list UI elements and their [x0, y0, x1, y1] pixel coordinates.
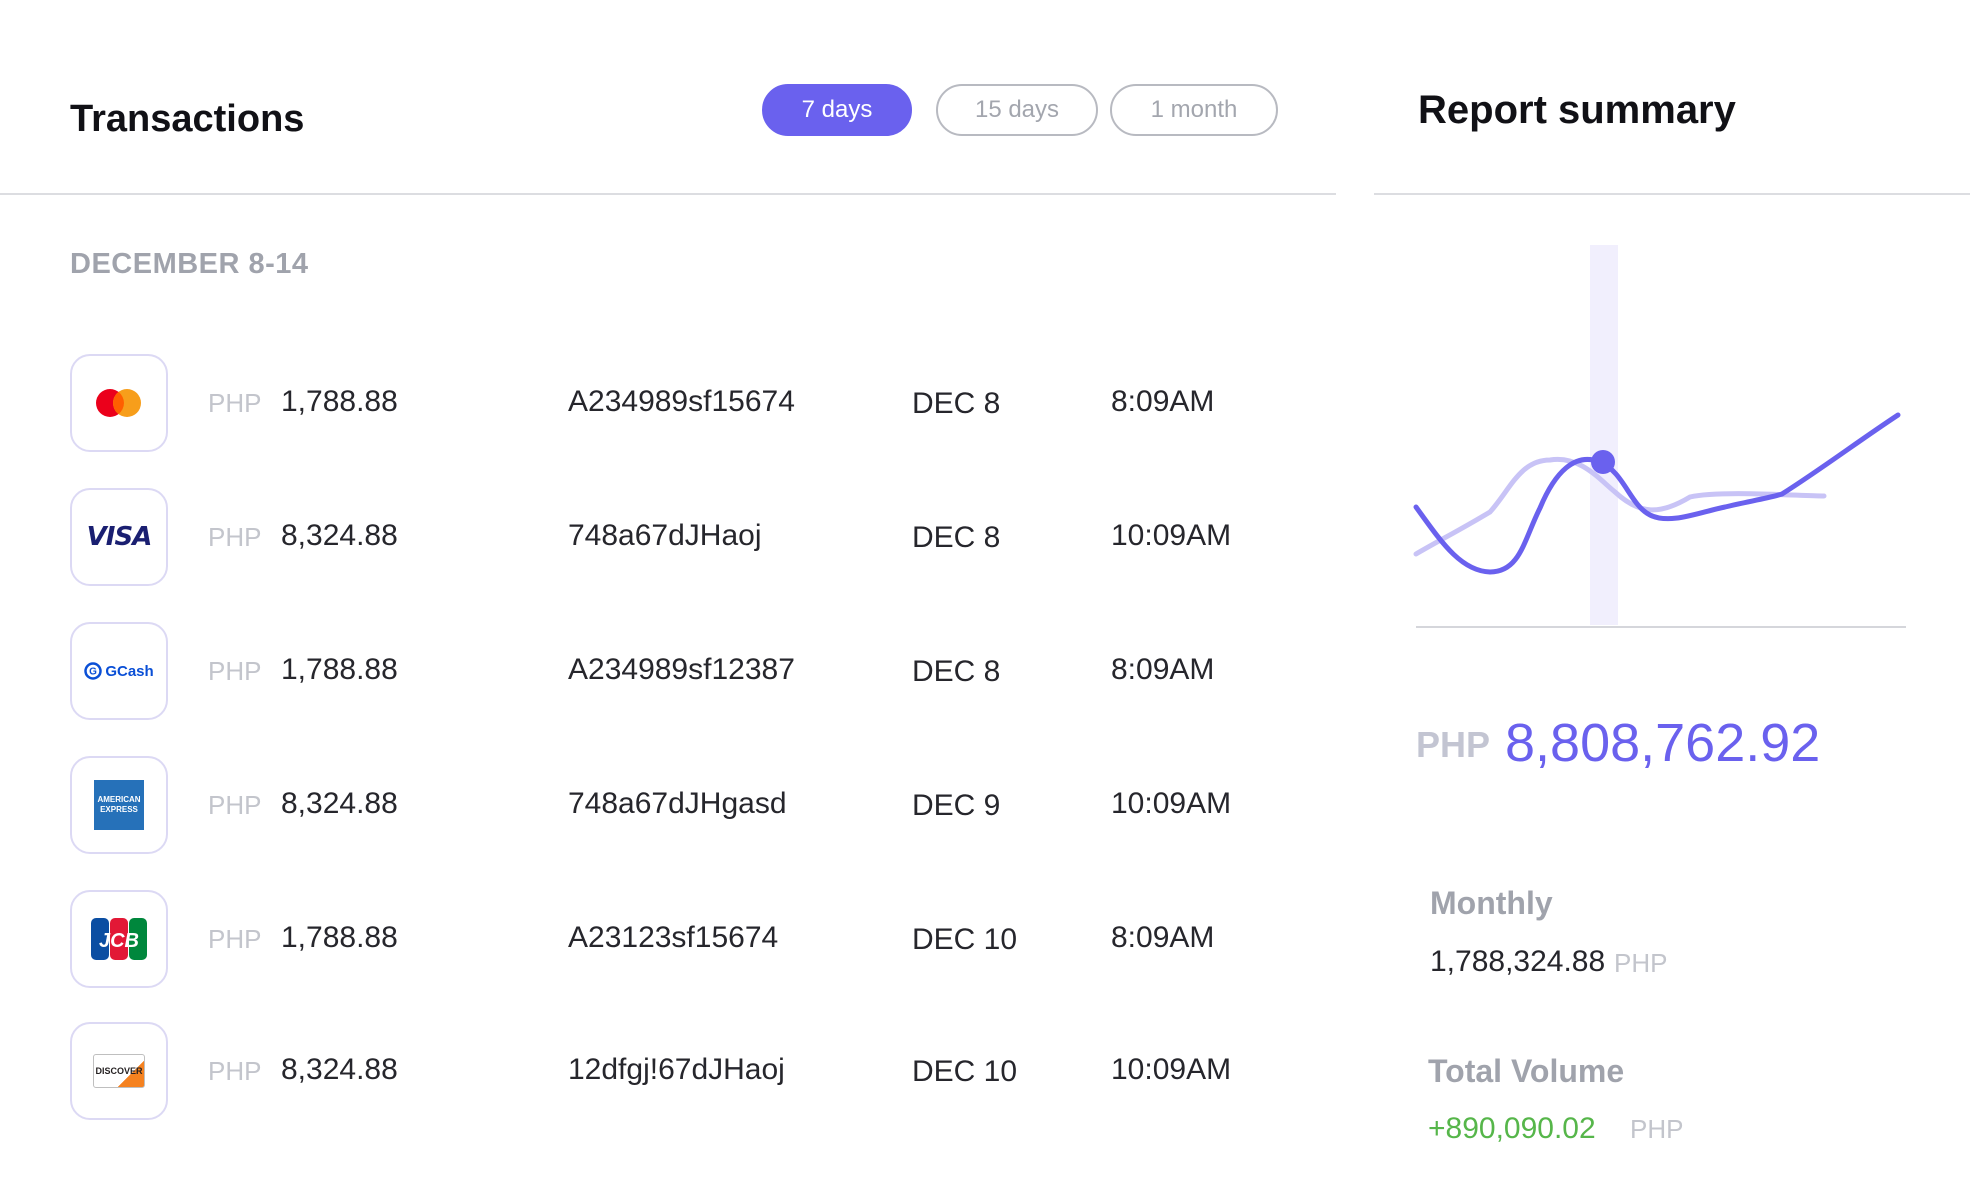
payment-method-logo: AMERICAN EXPRESS — [70, 756, 168, 854]
discover-label: DISCOVER — [95, 1066, 143, 1076]
reference-id: 748a67dJHaoj — [568, 519, 762, 552]
amount: 1,788.88 — [281, 385, 398, 418]
reference-id: A23123sf15674 — [568, 921, 779, 954]
report-summary-chart[interactable] — [1400, 240, 1920, 640]
transaction-row[interactable]: VISA PHP 8,324.88 748a67dJHaoj DEC 8 10:… — [70, 488, 1300, 586]
amex-line-1: AMERICAN — [97, 795, 141, 804]
payment-method-logo: G GCash — [70, 622, 168, 720]
report-summary-title: Report summary — [1418, 88, 1736, 132]
transaction-date: DEC 10 — [912, 923, 1018, 956]
total-volume-value: +890,090.02 — [1428, 1112, 1596, 1145]
filter-1-month-button[interactable]: 1 month — [1110, 84, 1278, 136]
currency-label: PHP — [208, 522, 262, 552]
filter-15-days-button[interactable]: 15 days — [936, 84, 1098, 136]
total-amount: 8,808,762.92 — [1505, 713, 1821, 773]
transaction-time: 10:09AM — [1111, 1053, 1232, 1086]
amount: 8,324.88 — [281, 1053, 398, 1086]
amount: 8,324.88 — [281, 787, 398, 820]
reference-id: 12dfgj!67dJHaoj — [568, 1053, 785, 1086]
chart-line-secondary — [1413, 456, 1827, 557]
reference-id: A234989sf12387 — [568, 653, 795, 686]
transaction-row[interactable]: PHP 1,788.88 A234989sf15674 DEC 8 8:09AM — [70, 354, 1300, 452]
total-currency: PHP — [1416, 724, 1491, 765]
jcb-label: JCB — [99, 930, 139, 952]
payment-method-logo — [70, 354, 168, 452]
monthly-value: 1,788,324.88 — [1430, 945, 1606, 978]
monthly-currency: PHP — [1614, 948, 1668, 978]
currency-label: PHP — [208, 924, 262, 954]
transactions-title: Transactions — [70, 98, 305, 140]
transaction-time: 10:09AM — [1111, 519, 1232, 552]
transaction-row[interactable]: DISCOVER PHP 8,324.88 12dfgj!67dJHaoj DE… — [70, 1022, 1300, 1120]
amount: 8,324.88 — [281, 519, 398, 552]
amex-line-2: EXPRESS — [100, 805, 138, 814]
amount: 1,788.88 — [281, 921, 398, 954]
transaction-time: 8:09AM — [1111, 921, 1215, 954]
currency-label: PHP — [208, 388, 262, 418]
transaction-date: DEC 8 — [912, 655, 1001, 688]
payment-method-logo: VISA — [70, 488, 168, 586]
discover-icon: DISCOVER — [93, 1054, 145, 1088]
transaction-time: 10:09AM — [1111, 787, 1232, 820]
chart-highlight-point[interactable] — [1591, 450, 1615, 474]
transaction-date: DEC 8 — [912, 521, 1001, 554]
currency-label: PHP — [208, 656, 262, 686]
gcash-icon: G GCash — [84, 662, 154, 680]
mastercard-icon — [96, 389, 141, 417]
reference-id: 748a67dJHgasd — [568, 787, 787, 820]
currency-label: PHP — [208, 790, 262, 820]
gcash-label: GCash — [105, 662, 154, 680]
transaction-row[interactable]: JCB PHP 1,788.88 A23123sf15674 DEC 10 8:… — [70, 890, 1300, 988]
transaction-date: DEC 8 — [912, 387, 1001, 420]
currency-label: PHP — [208, 1056, 262, 1086]
american-express-icon: AMERICAN EXPRESS — [94, 780, 144, 830]
svg-text:G: G — [89, 667, 97, 678]
visa-icon: VISA — [86, 522, 153, 552]
transaction-date: DEC 9 — [912, 789, 1001, 822]
monthly-label: Monthly — [1430, 885, 1553, 921]
period-label: DECEMBER 8-14 — [70, 248, 309, 280]
chart-line-primary — [1413, 412, 1901, 575]
payment-method-logo: DISCOVER — [70, 1022, 168, 1120]
transaction-date: DEC 10 — [912, 1055, 1018, 1088]
amount: 1,788.88 — [281, 653, 398, 686]
jcb-icon: JCB — [91, 918, 147, 960]
filter-7-days-button[interactable]: 7 days — [762, 84, 912, 136]
total-volume-currency: PHP — [1630, 1114, 1684, 1144]
payment-method-logo: JCB — [70, 890, 168, 988]
transactions-divider — [0, 193, 1336, 195]
report-divider — [1374, 193, 1970, 195]
chart-highlight-band — [1590, 245, 1618, 625]
transaction-row[interactable]: AMERICAN EXPRESS PHP 8,324.88 748a67dJHg… — [70, 756, 1300, 854]
reference-id: A234989sf15674 — [568, 385, 795, 418]
transaction-time: 8:09AM — [1111, 385, 1215, 418]
transaction-time: 8:09AM — [1111, 653, 1215, 686]
total-volume-label: Total Volume — [1428, 1053, 1625, 1089]
transaction-row[interactable]: G GCash PHP 1,788.88 A234989sf12387 DEC … — [70, 622, 1300, 720]
